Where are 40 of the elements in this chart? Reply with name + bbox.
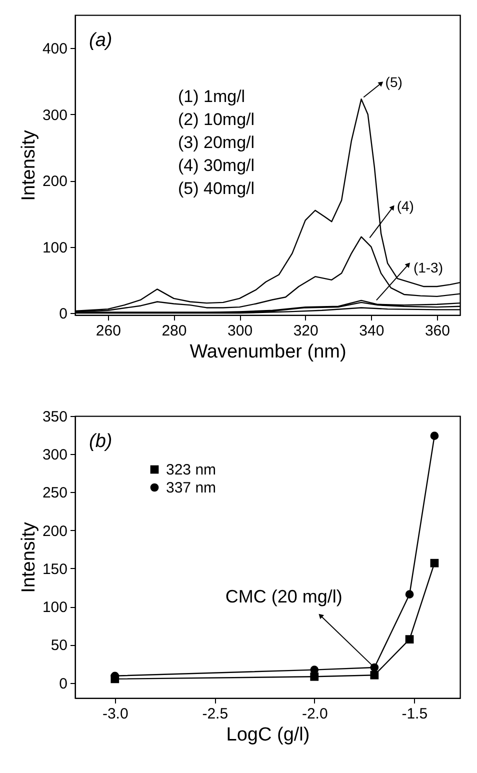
y-tick-label: 50 [50, 637, 68, 654]
y-tick-label: 400 [42, 40, 68, 58]
annotation: (3) 20mg/l [178, 133, 255, 152]
annotation: (1-3) [413, 259, 444, 276]
y-tick-label: 100 [42, 599, 68, 616]
annotation: (5) [385, 74, 402, 90]
x-axis-title: Wavenumber (nm) [190, 342, 346, 362]
y-axis-title: Intensity [18, 522, 40, 593]
x-tick-label: 260 [96, 322, 121, 340]
x-tick-label: -1.5 [402, 706, 428, 722]
annotation: CMC (20 mg/l) [225, 586, 342, 607]
x-tick-label: -2.0 [302, 706, 328, 722]
legend-label: 323 nm [166, 462, 216, 478]
x-tick-label: -3.0 [102, 706, 128, 722]
annotation: (1) 1mg/l [178, 87, 246, 106]
x-tick-label: 280 [162, 322, 187, 340]
annotation: (5) 40mg/l [178, 179, 255, 198]
x-tick-label: 320 [293, 322, 318, 340]
y-tick-label: 300 [42, 446, 68, 464]
x-tick-label: 360 [424, 322, 450, 340]
text: (b) [89, 431, 112, 452]
y-tick-label: 250 [42, 484, 68, 502]
x-tick-label: -2.5 [202, 706, 228, 722]
y-axis-title: Intensity [18, 130, 40, 201]
x-tick-label: 300 [228, 322, 253, 340]
legend-label: 337 nm [166, 480, 216, 496]
y-tick-label: 350 [42, 408, 68, 426]
annotation: (4) 30mg/l [178, 156, 255, 175]
annotation: (2) 10mg/l [178, 110, 255, 129]
x-axis-title: LogC (g/l) [226, 724, 310, 746]
y-tick-label: 100 [42, 239, 68, 256]
annotation: (4) [396, 198, 414, 214]
y-tick-label: 0 [59, 675, 68, 692]
y-tick-label: 0 [59, 306, 68, 323]
x-tick-label: 340 [359, 322, 384, 340]
text: (a) [89, 30, 112, 51]
y-tick-label: 300 [42, 106, 68, 124]
y-tick-label: 200 [42, 173, 68, 190]
y-tick-label: 200 [42, 522, 68, 540]
y-tick-label: 150 [42, 560, 68, 578]
